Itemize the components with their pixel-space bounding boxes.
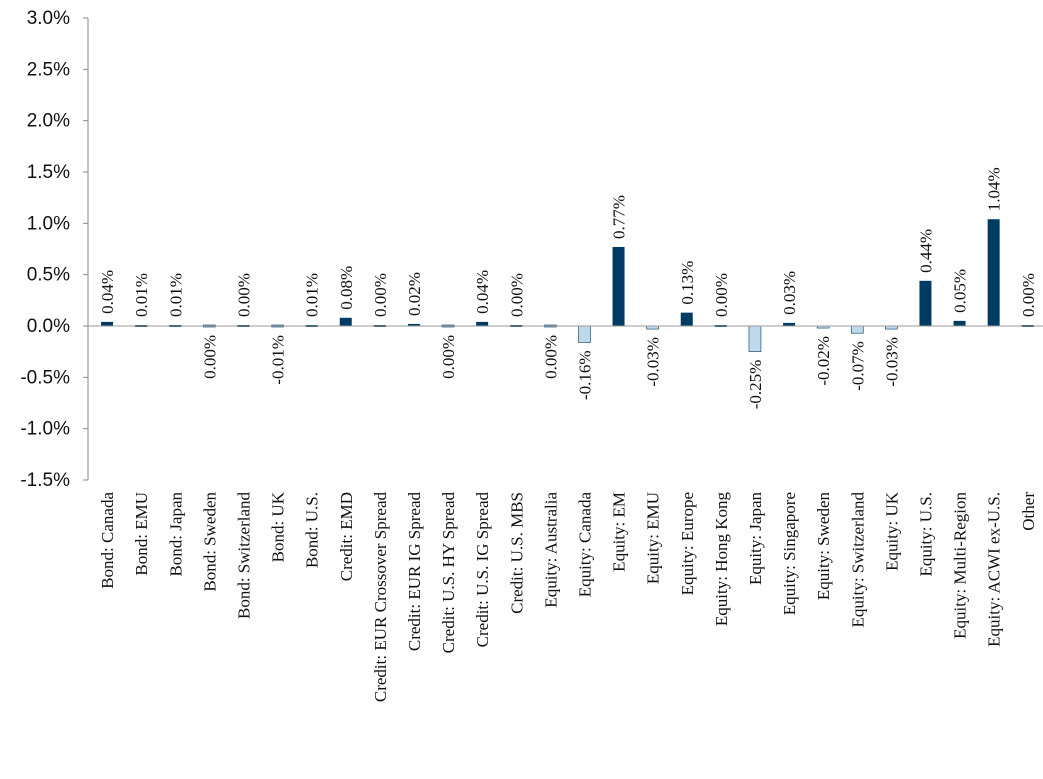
x-tick-label: Equity: Hong Kong bbox=[712, 492, 731, 627]
data-label: -0.03% bbox=[644, 337, 663, 387]
x-tick-label: Bond: EMU bbox=[132, 492, 151, 576]
x-tick-label: Bond: Japan bbox=[166, 492, 185, 577]
data-label: -0.07% bbox=[848, 341, 867, 391]
y-tick-label: 1.5% bbox=[27, 162, 70, 183]
data-label: 0.00% bbox=[1019, 273, 1038, 317]
y-tick-label: 2.0% bbox=[27, 111, 70, 132]
data-label: 0.00% bbox=[371, 273, 390, 317]
data-label: -0.01% bbox=[269, 335, 288, 385]
bar bbox=[101, 321, 114, 326]
data-label: 0.77% bbox=[610, 195, 629, 239]
data-label: 0.04% bbox=[473, 270, 492, 314]
x-tick-label: Bond: UK bbox=[269, 491, 288, 562]
x-tick-label: Equity: Singapore bbox=[780, 492, 799, 615]
x-tick-label: Equity: UK bbox=[882, 491, 901, 571]
y-tick-label: 3.0% bbox=[27, 8, 70, 29]
x-tick-label: Equity: Australia bbox=[541, 492, 560, 608]
data-label: 0.00% bbox=[200, 335, 219, 379]
x-tick-label: Bond: Sweden bbox=[200, 492, 219, 592]
data-label: 0.01% bbox=[303, 273, 322, 317]
x-tick-label: Equity: Europe bbox=[678, 492, 697, 595]
bar bbox=[476, 321, 489, 326]
data-labels: 0.04% 0.01% 0.01% 0.00% 0.00% -0.01% 0.01% 0.08… bbox=[98, 167, 1038, 410]
y-tick-label: 0.5% bbox=[27, 265, 70, 286]
y-tick-label: 0.0% bbox=[27, 316, 70, 337]
data-label: -0.03% bbox=[882, 337, 901, 387]
data-label: 0.00% bbox=[712, 273, 731, 317]
y-axis: 3.0% 2.5% 2.0% 1.5% 1.0% 0.5% 0.0% -0.5% -1.0% -1… bbox=[20, 8, 89, 491]
data-label: 0.08% bbox=[337, 266, 356, 310]
bar bbox=[407, 323, 420, 326]
x-tick-label: Equity: U.S. bbox=[916, 492, 935, 577]
x-tick-label: Bond: U.S. bbox=[303, 492, 322, 568]
bar bbox=[339, 317, 352, 326]
bar bbox=[612, 246, 625, 326]
x-tick-label: Bond: Canada bbox=[98, 492, 117, 589]
data-label: 0.00% bbox=[439, 335, 458, 379]
bar bbox=[987, 219, 1000, 326]
x-tick-label: Equity: EM bbox=[610, 492, 629, 572]
data-label: 0.02% bbox=[405, 272, 424, 316]
bar bbox=[850, 325, 864, 334]
data-label: 0.03% bbox=[780, 271, 799, 315]
bar bbox=[748, 325, 762, 352]
x-tick-label: Credit: EUR IG Spread bbox=[405, 492, 424, 652]
y-tick-label: -1.5% bbox=[20, 470, 70, 491]
data-label: 0.05% bbox=[951, 269, 970, 313]
x-tick-label: Credit: EMD bbox=[337, 492, 356, 581]
x-tick-label: Bond: Switzerland bbox=[234, 492, 253, 620]
bar bbox=[783, 322, 796, 326]
data-label: 0.44% bbox=[916, 229, 935, 273]
data-label: 0.00% bbox=[234, 273, 253, 317]
y-tick-label: 2.5% bbox=[27, 59, 70, 80]
x-tick-label: Credit: U.S. IG Spread bbox=[473, 492, 492, 648]
x-tick-label: Equity: ACWI ex-U.S. bbox=[985, 492, 1004, 647]
bar bbox=[953, 320, 966, 326]
y-tick-label: -1.0% bbox=[20, 419, 70, 440]
x-tick-label: Equity: Sweden bbox=[814, 492, 833, 601]
data-label: 0.04% bbox=[98, 270, 117, 314]
x-tick-label: Credit: U.S. MBS bbox=[507, 492, 526, 614]
y-tick-label: -0.5% bbox=[20, 367, 70, 388]
x-tick-label: Equity: EMU bbox=[644, 492, 663, 584]
x-tick-label: Credit: EUR Crossover Spread bbox=[371, 492, 390, 703]
x-tick-label: Other bbox=[1019, 492, 1038, 531]
data-label: 0.13% bbox=[678, 261, 697, 305]
x-tick-label: Credit: U.S. HY Spread bbox=[439, 492, 458, 654]
bar bbox=[919, 280, 932, 326]
x-tick-label: Equity: Switzerland bbox=[848, 492, 867, 628]
data-label: 0.00% bbox=[507, 273, 526, 317]
x-tick-label: Equity: Multi-Region bbox=[951, 492, 970, 639]
x-axis-labels: Bond: Canada Bond: EMU Bond: Japan Bond: Sw… bbox=[98, 491, 1038, 703]
x-tick-label: Equity: Japan bbox=[746, 492, 765, 586]
bar bbox=[578, 325, 591, 343]
data-label: -0.16% bbox=[575, 350, 594, 400]
data-label: 0.00% bbox=[541, 335, 560, 379]
data-label: 0.01% bbox=[166, 273, 185, 317]
data-label: -0.02% bbox=[814, 336, 833, 386]
data-label: 0.01% bbox=[132, 273, 151, 317]
bar bbox=[680, 312, 693, 326]
y-tick-label: 1.0% bbox=[27, 213, 70, 234]
x-tick-label: Equity: Canada bbox=[575, 492, 594, 598]
data-label: 1.04% bbox=[985, 167, 1004, 211]
data-label: -0.25% bbox=[746, 360, 765, 410]
